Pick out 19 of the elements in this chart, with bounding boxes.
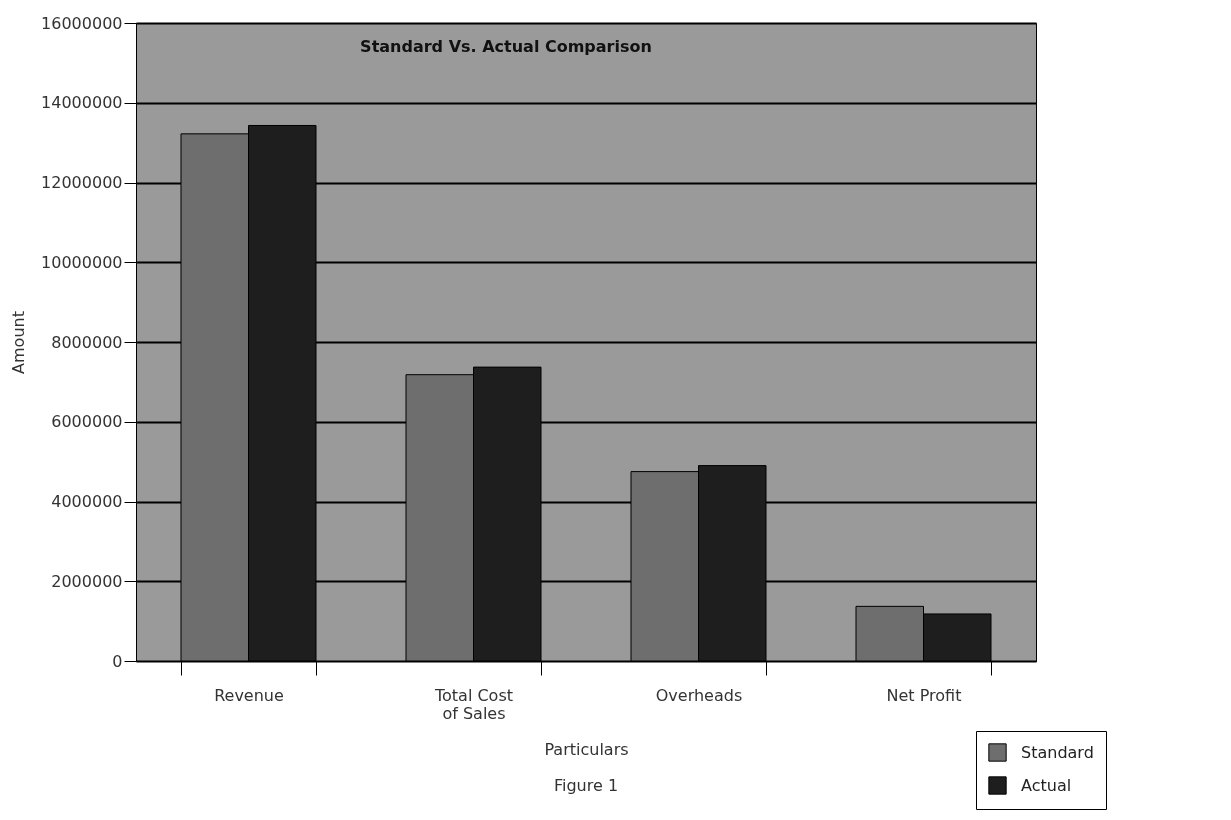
x-tick-label: Revenue xyxy=(214,685,284,705)
y-tick-label: 6000000 xyxy=(51,412,123,432)
y-tick-label: 0 xyxy=(112,651,123,671)
text: Standard Vs. Actual Comparison xyxy=(360,37,652,56)
x-tick-label: Overheads xyxy=(655,685,743,705)
y-tick-label: 10000000 xyxy=(41,252,123,272)
caption: Figure 1 xyxy=(553,776,619,795)
legend-label: Actual xyxy=(1021,775,1072,795)
y-axis-title: Amount xyxy=(9,311,29,374)
x-tick-label: Net Profit xyxy=(886,685,962,705)
y-tick-label: 16000000 xyxy=(41,13,123,33)
y-tick-label: 4000000 xyxy=(51,492,123,511)
y-tick-label: 2000000 xyxy=(51,571,123,591)
legend-label: Standard xyxy=(1021,742,1094,762)
y-tick-label: 14000000 xyxy=(41,93,123,113)
x-tick-label: Total Cost of Sales xyxy=(433,685,514,723)
y-tick-label: 8000000 xyxy=(51,332,123,352)
y-tick-label: 12000000 xyxy=(41,173,123,192)
x-axis-title: Particulars xyxy=(544,739,629,759)
